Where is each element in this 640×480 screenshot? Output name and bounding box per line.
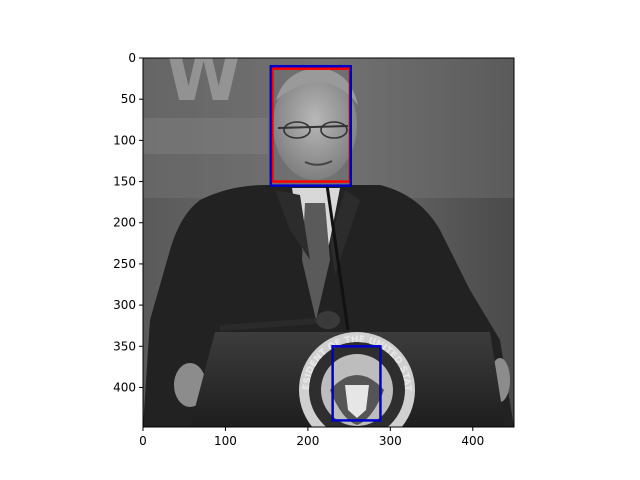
bounding-box-2 (331, 345, 382, 422)
x-tick-label: 100 (214, 434, 237, 448)
bounding-boxes (269, 64, 382, 422)
y-tick-label: 150 (113, 175, 136, 189)
bounding-box-1 (269, 64, 353, 187)
y-tick-label: 400 (113, 380, 136, 394)
photograph: W PRESIDENT OF THE UNITED STATES (143, 35, 514, 427)
y-axis: 0 50 100 150 200 250 300 350 400 (113, 51, 143, 394)
y-tick-label: 300 (113, 298, 136, 312)
axes-frame (142, 57, 515, 428)
y-tick-label: 100 (113, 133, 136, 147)
y-tick-label: 200 (113, 216, 136, 230)
x-tick-label: 300 (379, 434, 402, 448)
svg-text:W: W (165, 35, 242, 117)
y-tick-label: 350 (113, 339, 136, 353)
x-axis: 0 100 200 300 400 (139, 427, 484, 448)
x-tick-label: 400 (461, 434, 484, 448)
y-tick-label: 50 (121, 92, 136, 106)
x-tick-label: 200 (296, 434, 319, 448)
y-tick-label: 0 (128, 51, 136, 65)
y-tick-label: 250 (113, 257, 136, 271)
x-tick-label: 0 (139, 434, 147, 448)
